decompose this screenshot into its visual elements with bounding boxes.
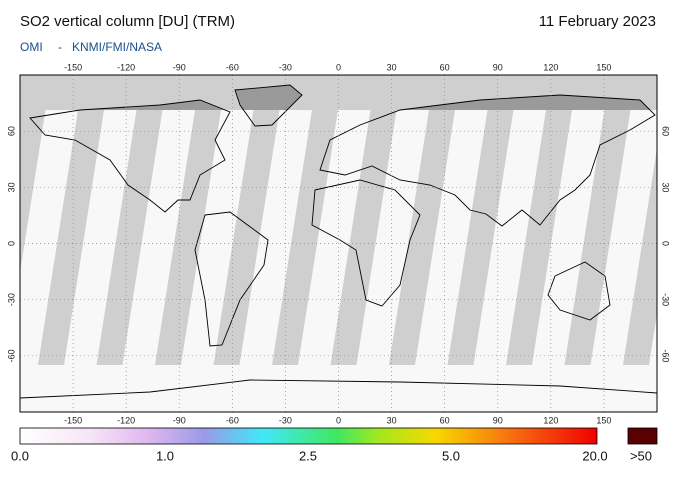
colorbar-over [627, 427, 658, 445]
colorbar-label: 1.0 [156, 448, 174, 463]
lat-tick-label: -30 [6, 293, 16, 306]
lon-tick-label: -60 [226, 415, 239, 425]
coastline [29, 99, 231, 213]
map-frame [19, 74, 658, 413]
colorbar-label: 0.0 [11, 448, 29, 463]
lon-tick-label: -30 [279, 62, 292, 72]
source-agencies: KNMI/FMI/NASA [72, 40, 162, 54]
lon-tick-label: -120 [117, 62, 135, 72]
lon-tick-label: -150 [64, 415, 82, 425]
coastline [234, 84, 303, 127]
land [400, 95, 650, 110]
land [80, 100, 225, 110]
lon-tick-label: 150 [596, 62, 611, 72]
lon-tick-label: 120 [543, 415, 558, 425]
source-instrument: OMI [20, 40, 43, 54]
colorbar-over-label: >50 [630, 448, 652, 463]
coastline [319, 94, 656, 227]
lat-tick-label: -30 [661, 293, 671, 306]
colorbar [19, 427, 598, 445]
swath [213, 110, 280, 365]
lon-tick-label: 60 [440, 415, 450, 425]
lon-tick-label: -90 [173, 62, 186, 72]
swath [272, 110, 338, 365]
swaths [20, 110, 657, 365]
lat-tick-label: -60 [661, 349, 671, 362]
lat-tick-label: 0 [6, 241, 16, 246]
lon-tick-label: 90 [493, 415, 503, 425]
swath [564, 110, 631, 365]
lon-tick-label: -60 [226, 62, 239, 72]
swath [447, 110, 514, 365]
lat-tick-label: 60 [661, 126, 671, 136]
lat-tick-label: -60 [6, 349, 16, 362]
lat-tick-label: 0 [661, 241, 671, 246]
lon-tick-label: 90 [493, 62, 503, 72]
lon-tick-label: 60 [440, 62, 450, 72]
lon-tick-label: 0 [336, 62, 341, 72]
coastline [311, 179, 421, 307]
lat-tick-label: 30 [6, 182, 16, 192]
lon-tick-label: 120 [543, 62, 558, 72]
lat-tick-label: 30 [661, 182, 671, 192]
swath [96, 110, 163, 365]
coastline [547, 261, 611, 321]
lon-tick-label: -30 [279, 415, 292, 425]
swath [155, 110, 221, 365]
swath [20, 110, 46, 273]
colorbar-label: 2.5 [299, 448, 317, 463]
lon-tick-label: 30 [387, 62, 397, 72]
swath [389, 110, 455, 365]
swath [38, 110, 104, 365]
lon-tick-label: -120 [117, 415, 135, 425]
title: SO2 vertical column [DU] (TRM) [20, 13, 235, 30]
map [20, 75, 657, 412]
lon-tick-label: -90 [173, 415, 186, 425]
colorbar-label: 5.0 [442, 448, 460, 463]
date: 11 February 2023 [539, 13, 656, 30]
lon-tick-label: 30 [387, 415, 397, 425]
source-separator: - [58, 40, 62, 54]
coastlines [20, 84, 657, 399]
colorbar-label: 20.0 [582, 448, 607, 463]
swath [330, 110, 397, 365]
lon-tick-label: 150 [596, 415, 611, 425]
coastline [20, 379, 657, 399]
lon-tick-label: -150 [64, 62, 82, 72]
lon-tick-label: 0 [336, 415, 341, 425]
swath [623, 148, 657, 365]
lat-tick-label: 60 [6, 126, 16, 136]
swath [506, 110, 572, 365]
coastline [194, 211, 269, 347]
